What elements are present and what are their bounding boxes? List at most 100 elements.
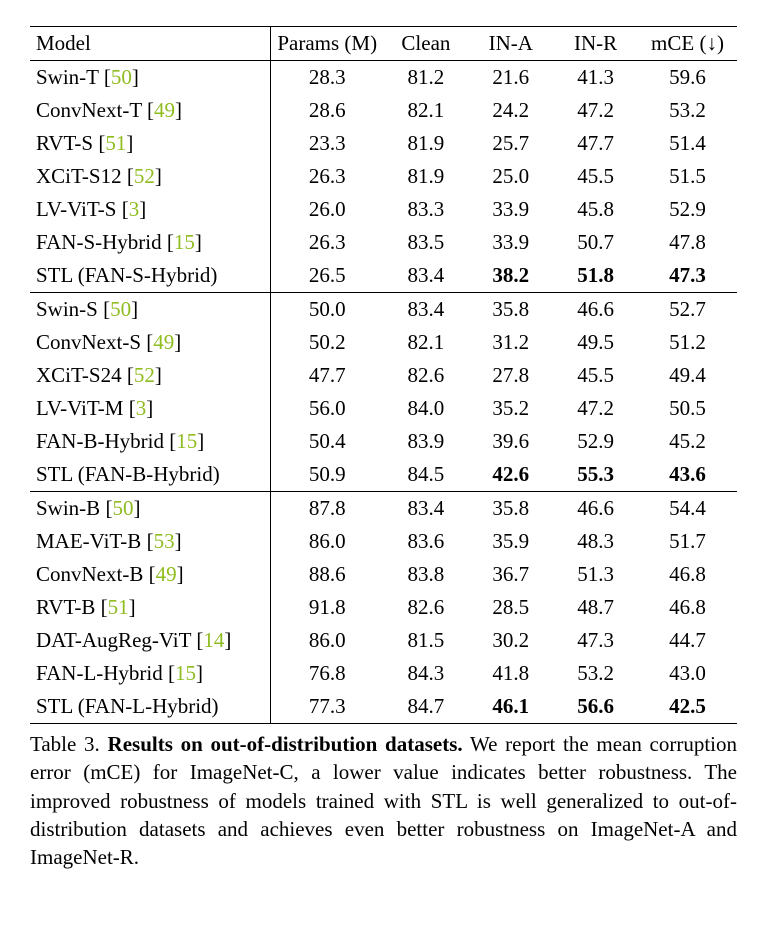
mce-cell: 52.7 (638, 293, 737, 327)
citation: 3 (129, 197, 140, 221)
citation: 50 (111, 65, 132, 89)
table-row: ConvNext-B [49]88.683.836.751.346.8 (30, 558, 737, 591)
inr-cell: 46.6 (553, 293, 638, 327)
citation: 51 (108, 595, 129, 619)
ina-cell: 41.8 (468, 657, 553, 690)
mce-cell: 52.9 (638, 193, 737, 226)
mce-cell: 54.4 (638, 492, 737, 526)
clean-cell: 84.0 (384, 392, 469, 425)
table-row: Swin-S [50]50.083.435.846.652.7 (30, 293, 737, 327)
citation: 53 (154, 529, 175, 553)
inr-cell: 48.3 (553, 525, 638, 558)
clean-cell: 82.6 (384, 591, 469, 624)
results-table: Model Params (M) Clean IN-A IN-R mCE (↓)… (30, 26, 737, 724)
mce-cell: 42.5 (638, 690, 737, 724)
params-cell: 88.6 (270, 558, 383, 591)
table-row: LV-ViT-M [3]56.084.035.247.250.5 (30, 392, 737, 425)
params-cell: 47.7 (270, 359, 383, 392)
ina-cell: 36.7 (468, 558, 553, 591)
table-row: STL (FAN-B-Hybrid) 50.984.542.655.343.6 (30, 458, 737, 492)
model-cell: FAN-B-Hybrid [15] (30, 425, 270, 458)
model-cell: STL (FAN-B-Hybrid) (30, 458, 270, 492)
citation: 49 (154, 98, 175, 122)
model-cell: FAN-S-Hybrid [15] (30, 226, 270, 259)
params-cell: 26.3 (270, 226, 383, 259)
model-cell: ConvNext-S [49] (30, 326, 270, 359)
ina-cell: 25.7 (468, 127, 553, 160)
model-cell: LV-ViT-M [3] (30, 392, 270, 425)
table-row: Swin-B [50]87.883.435.846.654.4 (30, 492, 737, 526)
table-row: FAN-L-Hybrid [15]76.884.341.853.243.0 (30, 657, 737, 690)
mce-cell: 51.5 (638, 160, 737, 193)
citation: 50 (112, 496, 133, 520)
table-row: RVT-B [51]91.882.628.548.746.8 (30, 591, 737, 624)
clean-cell: 83.4 (384, 492, 469, 526)
params-cell: 56.0 (270, 392, 383, 425)
mce-cell: 50.5 (638, 392, 737, 425)
model-cell: DAT-AugReg-ViT [14] (30, 624, 270, 657)
citation: 15 (176, 429, 197, 453)
ina-cell: 35.9 (468, 525, 553, 558)
model-cell: XCiT-S24 [52] (30, 359, 270, 392)
params-cell: 76.8 (270, 657, 383, 690)
ina-cell: 31.2 (468, 326, 553, 359)
mce-cell: 45.2 (638, 425, 737, 458)
clean-cell: 84.7 (384, 690, 469, 724)
inr-cell: 48.7 (553, 591, 638, 624)
caption-title: Results on out-of-distribution datasets. (108, 732, 463, 756)
inr-cell: 47.7 (553, 127, 638, 160)
ina-cell: 39.6 (468, 425, 553, 458)
params-cell: 91.8 (270, 591, 383, 624)
table-row: STL (FAN-S-Hybrid) 26.583.438.251.847.3 (30, 259, 737, 293)
ina-cell: 27.8 (468, 359, 553, 392)
params-cell: 50.0 (270, 293, 383, 327)
ina-cell: 21.6 (468, 61, 553, 95)
citation: 49 (153, 330, 174, 354)
clean-cell: 81.9 (384, 127, 469, 160)
table-row: FAN-S-Hybrid [15]26.383.533.950.747.8 (30, 226, 737, 259)
inr-cell: 51.8 (553, 259, 638, 293)
inr-cell: 55.3 (553, 458, 638, 492)
mce-cell: 44.7 (638, 624, 737, 657)
ina-cell: 30.2 (468, 624, 553, 657)
ina-cell: 35.8 (468, 293, 553, 327)
table-row: RVT-S [51]23.381.925.747.751.4 (30, 127, 737, 160)
mce-cell: 43.0 (638, 657, 737, 690)
ina-cell: 46.1 (468, 690, 553, 724)
model-cell: LV-ViT-S [3] (30, 193, 270, 226)
clean-cell: 83.3 (384, 193, 469, 226)
inr-cell: 46.6 (553, 492, 638, 526)
model-cell: Swin-T [50] (30, 61, 270, 95)
model-cell: Swin-S [50] (30, 293, 270, 327)
table-row: ConvNext-T [49]28.682.124.247.253.2 (30, 94, 737, 127)
clean-cell: 82.1 (384, 326, 469, 359)
params-cell: 87.8 (270, 492, 383, 526)
params-cell: 26.0 (270, 193, 383, 226)
model-cell: STL (FAN-S-Hybrid) (30, 259, 270, 293)
ina-cell: 33.9 (468, 193, 553, 226)
table-row: XCiT-S24 [52]47.782.627.845.549.4 (30, 359, 737, 392)
model-cell: RVT-B [51] (30, 591, 270, 624)
params-cell: 50.2 (270, 326, 383, 359)
mce-cell: 49.4 (638, 359, 737, 392)
table-row: Swin-T [50]28.381.221.641.359.6 (30, 61, 737, 95)
inr-cell: 41.3 (553, 61, 638, 95)
model-cell: STL (FAN-L-Hybrid) (30, 690, 270, 724)
table-row: FAN-B-Hybrid [15]50.483.939.652.945.2 (30, 425, 737, 458)
ina-cell: 35.8 (468, 492, 553, 526)
col-inr: IN-R (553, 27, 638, 61)
col-mce: mCE (↓) (638, 27, 737, 61)
table-row: DAT-AugReg-ViT [14]86.081.530.247.344.7 (30, 624, 737, 657)
inr-cell: 56.6 (553, 690, 638, 724)
caption-label: Table 3. (30, 732, 100, 756)
mce-cell: 51.4 (638, 127, 737, 160)
model-cell: Swin-B [50] (30, 492, 270, 526)
mce-cell: 46.8 (638, 558, 737, 591)
citation: 50 (110, 297, 131, 321)
clean-cell: 83.6 (384, 525, 469, 558)
clean-cell: 84.5 (384, 458, 469, 492)
mce-cell: 59.6 (638, 61, 737, 95)
params-cell: 26.3 (270, 160, 383, 193)
inr-cell: 47.2 (553, 94, 638, 127)
inr-cell: 51.3 (553, 558, 638, 591)
